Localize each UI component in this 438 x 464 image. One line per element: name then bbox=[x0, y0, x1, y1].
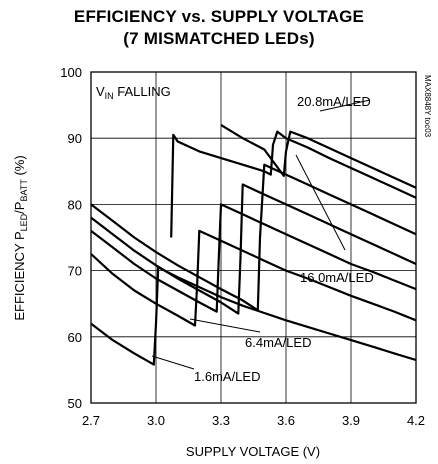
annotation-20-8: 20.8mA/LED bbox=[297, 94, 371, 109]
annotation-1-6: 1.6mA/LED bbox=[194, 369, 260, 384]
y-tick-label: 70 bbox=[68, 264, 82, 279]
series-line-6-4ma-led bbox=[90, 229, 417, 327]
chart-subtitle: (7 MISMATCHED LEDs) bbox=[123, 29, 315, 48]
series-line-20-8ma-led-b bbox=[220, 124, 417, 189]
chart-title-block: EFFICIENCY vs. SUPPLY VOLTAGE (7 MISMATC… bbox=[0, 6, 438, 50]
y-tick-label: 50 bbox=[68, 396, 82, 411]
y-tick-label: 90 bbox=[68, 131, 82, 146]
x-tick-label: 3.3 bbox=[212, 413, 230, 428]
series-line-1-6ma-led bbox=[90, 266, 417, 366]
x-tick-label: 3.0 bbox=[147, 413, 165, 428]
annotation-6-4: 6.4mA/LED bbox=[245, 335, 311, 350]
series-line-20-8ma-led bbox=[170, 130, 417, 238]
tick-labels: 2.7 3.0 3.3 3.6 3.9 4.2 50 60 70 80 90 100 bbox=[60, 65, 425, 428]
y-tick-label: 100 bbox=[60, 65, 82, 80]
annotation-leader-6-4 bbox=[189, 318, 261, 333]
series-line-intermediate-1 bbox=[90, 203, 417, 313]
condition-label: VIN FALLING bbox=[96, 84, 171, 101]
x-tick-label: 4.2 bbox=[407, 413, 425, 428]
series-group bbox=[90, 124, 417, 366]
watermark-label: MAX8848Y toc03 bbox=[423, 75, 432, 138]
x-tick-label: 3.6 bbox=[277, 413, 295, 428]
x-axis-title: SUPPLY VOLTAGE (V) bbox=[186, 444, 320, 459]
y-tick-label: 60 bbox=[68, 330, 82, 345]
x-tick-label: 2.7 bbox=[82, 413, 100, 428]
y-axis-title: EFFICIENCY PLED/PBATT (%) bbox=[12, 155, 29, 320]
annotation-leader-1-6 bbox=[151, 355, 195, 370]
annotation-16-0: 16.0mA/LED bbox=[300, 270, 374, 285]
chart-title: EFFICIENCY vs. SUPPLY VOLTAGE bbox=[73, 7, 365, 26]
plot-frame bbox=[90, 71, 417, 404]
series-line-intermediate-2 bbox=[90, 163, 417, 312]
y-tick-label: 80 bbox=[68, 197, 82, 212]
annotation-leader-16-0 bbox=[295, 154, 346, 251]
x-tick-label: 3.9 bbox=[342, 413, 360, 428]
annotation-leader-20-8 bbox=[319, 99, 371, 112]
series-line-16-0ma-led bbox=[90, 183, 417, 315]
grid bbox=[91, 72, 416, 403]
